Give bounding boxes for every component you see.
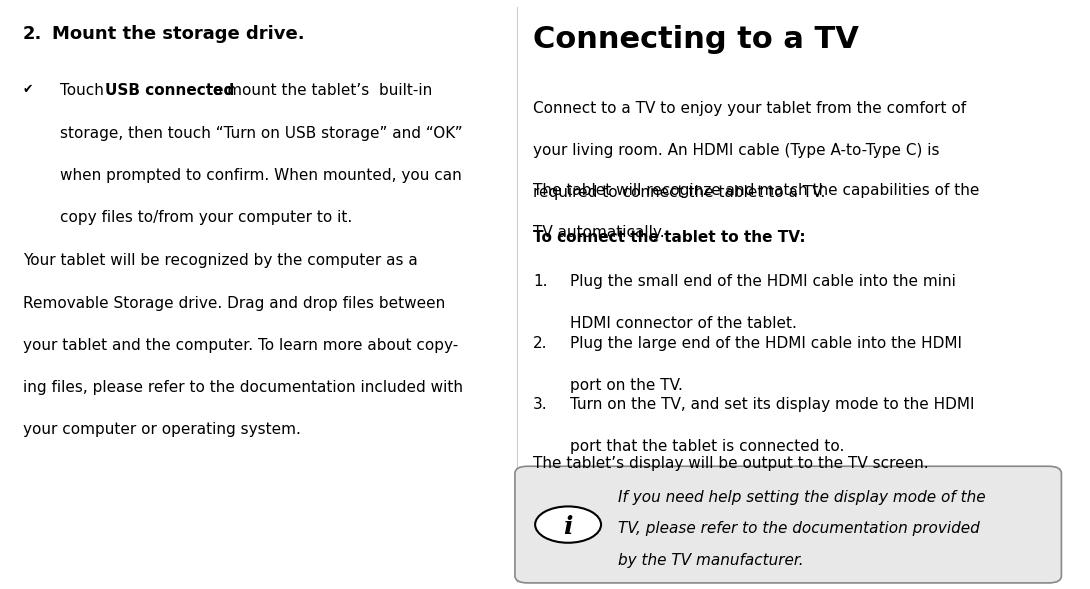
- Text: to mount the tablet’s  built-in: to mount the tablet’s built-in: [203, 84, 433, 98]
- Text: ing files, please refer to the documentation included with: ing files, please refer to the documenta…: [23, 380, 462, 395]
- Circle shape: [535, 507, 601, 543]
- Text: If you need help setting the display mode of the: If you need help setting the display mod…: [618, 489, 985, 505]
- Text: Plug the large end of the HDMI cable into the HDMI: Plug the large end of the HDMI cable int…: [570, 336, 962, 350]
- Text: 2.: 2.: [23, 25, 43, 43]
- Text: The tablet will recoginze and match the capabilities of the: The tablet will recoginze and match the …: [533, 183, 980, 198]
- Text: port that the tablet is connected to.: port that the tablet is connected to.: [570, 439, 845, 454]
- Text: your computer or operating system.: your computer or operating system.: [23, 422, 301, 437]
- Text: USB connected: USB connected: [105, 84, 233, 98]
- Text: your tablet and the computer. To learn more about copy-: your tablet and the computer. To learn m…: [23, 338, 458, 353]
- Text: Connect to a TV to enjoy your tablet from the comfort of: Connect to a TV to enjoy your tablet fro…: [533, 101, 966, 116]
- Text: Plug the small end of the HDMI cable into the mini: Plug the small end of the HDMI cable int…: [570, 274, 956, 289]
- Text: 3.: 3.: [533, 397, 547, 412]
- Text: ✔: ✔: [23, 84, 33, 97]
- Text: TV, please refer to the documentation provided: TV, please refer to the documentation pr…: [618, 521, 980, 537]
- FancyBboxPatch shape: [514, 466, 1062, 583]
- Text: Your tablet will be recognized by the computer as a: Your tablet will be recognized by the co…: [23, 253, 417, 269]
- Text: TV automatically.: TV automatically.: [533, 226, 665, 240]
- Text: Connecting to a TV: Connecting to a TV: [533, 25, 859, 54]
- Text: HDMI connector of the tablet.: HDMI connector of the tablet.: [570, 316, 797, 331]
- Text: copy files to/from your computer to it.: copy files to/from your computer to it.: [60, 210, 352, 225]
- Text: Touch: Touch: [60, 84, 109, 98]
- Text: storage, then touch “Turn on USB storage” and “OK”: storage, then touch “Turn on USB storage…: [60, 125, 462, 141]
- Text: port on the TV.: port on the TV.: [570, 378, 683, 393]
- Text: To connect the tablet to the TV:: To connect the tablet to the TV:: [533, 230, 806, 245]
- Text: Removable Storage drive. Drag and drop files between: Removable Storage drive. Drag and drop f…: [23, 296, 445, 310]
- Text: required to connect the tablet to a TV.: required to connect the tablet to a TV.: [533, 186, 825, 200]
- Text: 1.: 1.: [533, 274, 547, 289]
- Text: 2.: 2.: [533, 336, 547, 350]
- Text: by the TV manufacturer.: by the TV manufacturer.: [618, 553, 803, 568]
- Text: Turn on the TV, and set its display mode to the HDMI: Turn on the TV, and set its display mode…: [570, 397, 974, 412]
- Text: i: i: [564, 515, 573, 539]
- Text: Mount the storage drive.: Mount the storage drive.: [52, 25, 305, 43]
- Text: your living room. An HDMI cable (Type A-to-Type C) is: your living room. An HDMI cable (Type A-…: [533, 143, 940, 158]
- Text: The tablet’s display will be output to the TV screen.: The tablet’s display will be output to t…: [533, 456, 929, 471]
- Text: when prompted to confirm. When mounted, you can: when prompted to confirm. When mounted, …: [60, 168, 462, 183]
